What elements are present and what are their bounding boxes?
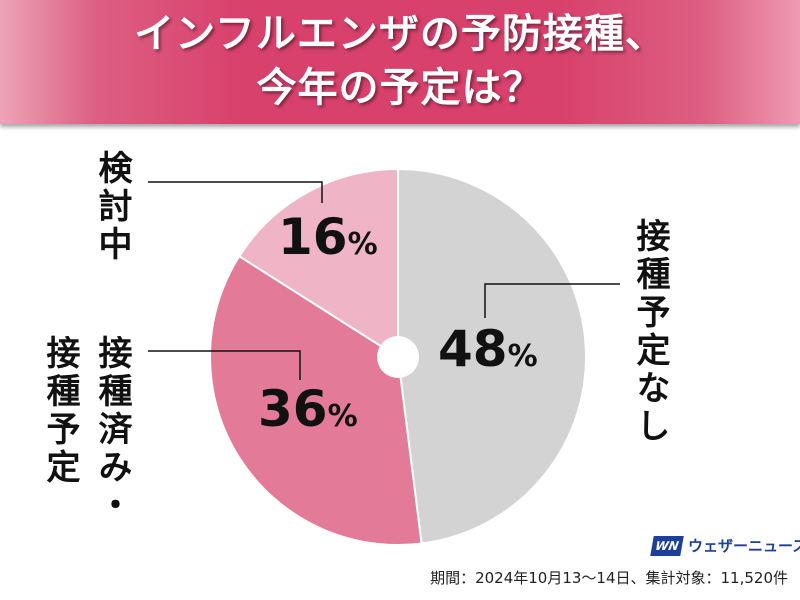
title-line-1: インフルエンザの予防接種、	[134, 11, 666, 57]
pie-center-hole	[377, 336, 419, 378]
callout-line-considering	[148, 181, 323, 203]
slice-vaccinated	[209, 254, 423, 546]
data-label-not-planned: 48%	[438, 320, 538, 378]
category-label-vaccinated-2: 接種予定	[40, 335, 80, 487]
callout-line-not-planned	[484, 283, 620, 318]
weathernews-logo: WN ウェザーニュース	[650, 535, 800, 556]
category-label-not-planned: 接種予定なし	[630, 218, 670, 446]
logo-mark: WN	[650, 535, 684, 556]
data-label-vaccinated: 36%	[258, 380, 358, 438]
callout-line-vaccinated	[148, 350, 301, 380]
data-label-considering: 16%	[278, 208, 378, 266]
category-label-considering: 検討中	[92, 150, 132, 264]
footnote: 期間：2024年10月13〜14日、集計対象：11,520件	[430, 569, 788, 587]
title-banner: インフルエンザの予防接種、 今年の予定は？	[0, 0, 800, 124]
title-line-2: 今年の予定は？	[256, 65, 544, 111]
slice-considering	[237, 167, 399, 359]
slice-not-planned	[397, 167, 588, 545]
logo-text: ウェザーニュース	[688, 537, 800, 555]
category-label-vaccinated-1: 接種済み・	[92, 335, 132, 525]
